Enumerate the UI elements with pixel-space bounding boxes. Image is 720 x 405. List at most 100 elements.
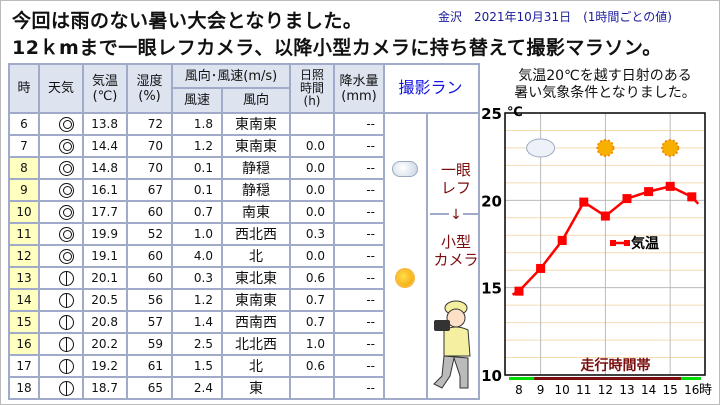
- sunshine-cell: 1.0: [289, 332, 335, 356]
- x-tick-label: 9: [537, 383, 545, 397]
- sunshine-cell: 0.0: [289, 244, 335, 268]
- sunshine-cell: 0.6: [289, 354, 335, 378]
- wind-speed-cell: 4.0: [171, 244, 223, 268]
- y-tick-label: 15: [481, 280, 502, 298]
- wind-dir-cell: 北北西: [221, 332, 291, 356]
- x-tick-label: 13: [619, 383, 634, 397]
- sunshine-cell: [289, 112, 335, 136]
- col-sunshine: 日照 時間 (h): [289, 63, 335, 114]
- hour-cell: 9: [8, 178, 40, 202]
- temperature-point: [557, 236, 567, 246]
- hour-cell: 16: [8, 332, 40, 356]
- precip-cell: --: [333, 310, 385, 334]
- x-axis-unit: 時: [699, 383, 712, 398]
- weather-cell: [38, 222, 84, 246]
- photographer-illustration: [433, 300, 471, 389]
- table-row: 6 13.8 72 1.8 東南東 --: [8, 112, 385, 136]
- temp-cell: 17.7: [82, 200, 128, 224]
- precip-cell: --: [333, 222, 385, 246]
- weather-cell: [38, 332, 84, 356]
- fair-weather-icon: [59, 314, 74, 330]
- temperature-point: [579, 197, 589, 207]
- headline-1: 今回は雨のない暑い大会となりました。: [12, 10, 363, 32]
- clear-sky-icon: [59, 204, 74, 220]
- humidity-cell: 52: [126, 222, 173, 246]
- run-band-label: 走行時間帯: [581, 357, 651, 374]
- col-wind-dir: 風向: [221, 87, 291, 114]
- temp-cell: 20.2: [82, 332, 128, 356]
- x-tick-label: 15: [663, 383, 678, 397]
- clear-sky-icon: [59, 182, 74, 198]
- col-weather: 天気: [38, 63, 84, 114]
- humidity-cell: 56: [126, 288, 173, 312]
- humidity-cell: 70: [126, 134, 173, 158]
- weather-cell: [38, 244, 84, 268]
- sunshine-cell: [289, 376, 335, 400]
- cloud-icon: [526, 138, 556, 158]
- wind-speed-cell: 2.4: [171, 376, 223, 400]
- table-row: 16 20.2 59 2.5 北北西 1.0 --: [8, 332, 385, 356]
- precip-cell: --: [333, 134, 385, 158]
- temperature-chart: 10 15 20 25 ℃ 8 9 10 11 12 13 14 15 16 時 走行時間帯 気温: [481, 105, 712, 398]
- hour-cell: 8: [8, 156, 40, 180]
- table-row: 10 17.7 60 0.7 南東 0.0 --: [8, 200, 385, 224]
- wind-speed-cell: 1.4: [171, 310, 223, 334]
- temperature-point: [600, 211, 610, 221]
- sunshine-cell: 0.0: [289, 156, 335, 180]
- wind-speed-cell: 1.0: [171, 222, 223, 246]
- temperature-point: [665, 181, 675, 191]
- legend-label: 気温: [631, 235, 659, 252]
- x-tick-label: 11: [576, 383, 591, 397]
- headline-2: 12ｋmまで一眼レフカメラ、以降小型カメラに持ち替えて撮影マラソン。: [12, 37, 662, 59]
- humidity-cell: 60: [126, 200, 173, 224]
- wind-speed-cell: 0.7: [171, 200, 223, 224]
- temp-cell: 14.8: [82, 156, 128, 180]
- sunshine-cell: 0.7: [289, 310, 335, 334]
- precip-cell: --: [333, 200, 385, 224]
- weather-cell: [38, 178, 84, 202]
- y-tick-label: 20: [481, 192, 502, 210]
- table-row: 11 19.9 52 1.0 西北西 0.3 --: [8, 222, 385, 246]
- wind-speed-cell: 0.3: [171, 266, 223, 290]
- x-tick-label: 10: [555, 383, 570, 397]
- x-tick-label: 16: [684, 383, 699, 397]
- wind-dir-cell: 静穏: [221, 156, 291, 180]
- temp-cell: 20.8: [82, 310, 128, 334]
- precip-cell: --: [333, 376, 385, 400]
- arrow-down-icon: ↓: [449, 206, 463, 224]
- weather-icon-column: [383, 114, 428, 400]
- location-date: 金沢 2021年10月31日 (1時間ごとの値): [438, 10, 672, 24]
- table-row: 18 18.7 65 2.4 東 --: [8, 376, 385, 400]
- wind-dir-cell: 東南東: [221, 112, 291, 136]
- temp-cell: 19.1: [82, 244, 128, 268]
- sun-icon: [661, 139, 680, 157]
- wind-speed-cell: 0.1: [171, 178, 223, 202]
- wind-dir-cell: 東北東: [221, 266, 291, 290]
- hour-cell: 14: [8, 288, 40, 312]
- camera-slr-label: 一眼 レフ: [440, 161, 471, 197]
- wind-speed-cell: 1.2: [171, 134, 223, 158]
- fair-weather-icon: [59, 380, 74, 396]
- fair-weather-icon: [59, 292, 74, 308]
- temperature-point: [687, 192, 697, 202]
- col-temp: 気温 (℃): [82, 63, 128, 114]
- precip-cell: --: [333, 332, 385, 356]
- sunshine-cell: 0.3: [289, 222, 335, 246]
- col-precip: 降水量 (mm): [333, 63, 385, 114]
- hour-cell: 12: [8, 244, 40, 268]
- weather-cell: [38, 266, 84, 290]
- fair-weather-icon: [59, 270, 74, 286]
- legend-marker: [624, 240, 630, 246]
- precip-cell: --: [333, 354, 385, 378]
- photo-run-panel: 撮影ラン 一眼 レフ ↓ 小型 カメラ: [383, 63, 480, 400]
- temperature-point: [536, 263, 546, 273]
- photo-run-header: 撮影ラン: [383, 65, 478, 114]
- off-run-band: [681, 377, 701, 380]
- y-tick-label: 25: [481, 105, 502, 123]
- weather-cell: [38, 310, 84, 334]
- x-tick-label: 8: [515, 383, 523, 397]
- humidity-cell: 72: [126, 112, 173, 136]
- precip-cell: --: [333, 156, 385, 180]
- weather-cell: [38, 200, 84, 224]
- precip-cell: --: [333, 112, 385, 136]
